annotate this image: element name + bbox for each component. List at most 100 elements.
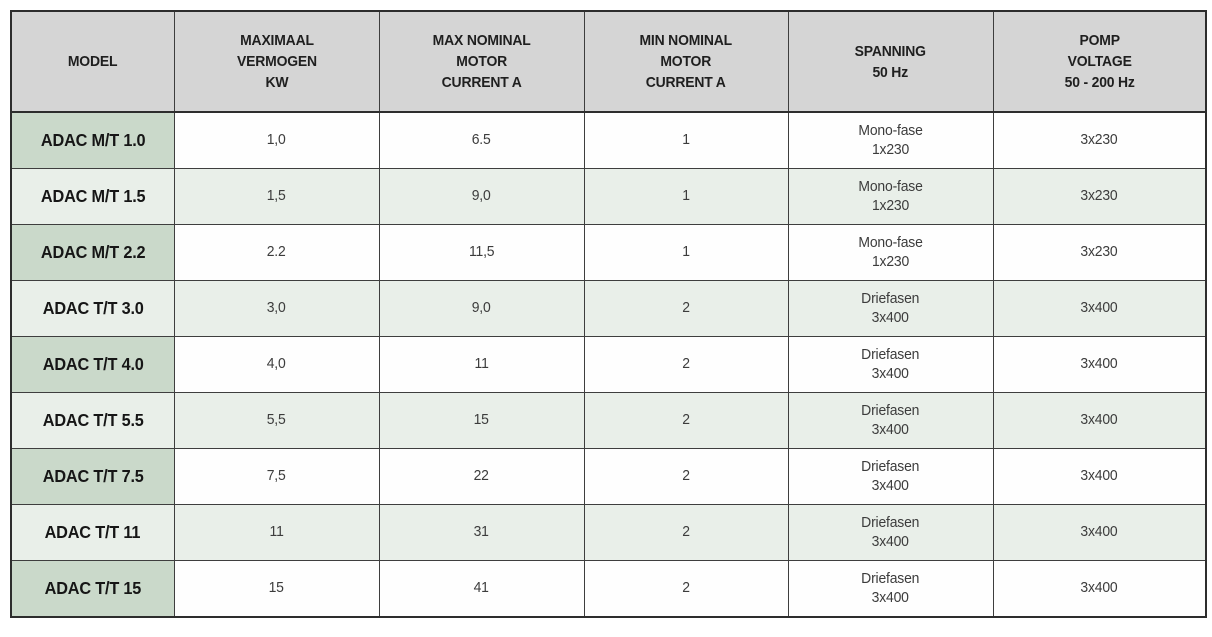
model-label: ADAC T/T 3.0 <box>42 297 144 318</box>
table-row: ADAC T/T 4.0 4,0 11 2 Driefasen 3x400 3x… <box>10 336 1207 393</box>
cell-value: 1,5 <box>267 187 286 205</box>
cell-value: 2 <box>682 579 690 597</box>
data-cell: 15 <box>173 560 380 618</box>
cell-value: 31 <box>473 523 490 541</box>
data-cell: Mono-fase 1x230 <box>787 224 994 281</box>
cell-value: 15 <box>473 411 490 429</box>
cell-value: Driefasen 3x400 <box>861 401 920 438</box>
data-cell: 3,0 <box>173 280 380 337</box>
data-cell: 15 <box>378 392 585 449</box>
table-row: ADAC T/T 5.5 5,5 15 2 Driefasen 3x400 3x… <box>10 392 1207 449</box>
data-cell: 2 <box>583 504 789 561</box>
column-header-label: POMP VOLTAGE 50 - 200 Hz <box>1064 32 1135 91</box>
header-row: MODEL MAXIMAAL VERMOGEN KW MAX NOMINAL M… <box>10 10 1207 113</box>
model-label: ADAC T/T 4.0 <box>42 353 144 374</box>
cell-value: 3x400 <box>1080 467 1118 485</box>
column-header-spanning: SPANNING 50 Hz <box>787 10 994 113</box>
cell-value: 3x230 <box>1080 187 1118 205</box>
cell-value: 2 <box>682 411 690 429</box>
table-row: ADAC M/T 2.2 2.2 11,5 1 Mono-fase 1x230 … <box>10 224 1207 281</box>
cell-value: 3,0 <box>267 299 286 317</box>
model-cell: ADAC T/T 7.5 <box>10 448 175 505</box>
cell-value: 5,5 <box>267 411 286 429</box>
model-label: ADAC M/T 1.5 <box>40 185 146 206</box>
data-cell: 3x400 <box>992 504 1207 561</box>
data-cell: Driefasen 3x400 <box>787 392 994 449</box>
data-cell: 2 <box>583 560 789 618</box>
model-label: ADAC T/T 15 <box>44 577 142 598</box>
data-cell: 22 <box>378 448 585 505</box>
data-cell: 11 <box>173 504 380 561</box>
data-cell: Mono-fase 1x230 <box>787 111 994 169</box>
data-cell: 11 <box>378 336 585 393</box>
cell-value: Mono-fase 1x230 <box>858 177 923 214</box>
column-header-label: MODEL <box>68 53 118 70</box>
cell-value: 3x230 <box>1080 131 1118 149</box>
cell-value: 2 <box>682 355 690 373</box>
column-header-model: MODEL <box>10 10 175 113</box>
model-label: ADAC T/T 7.5 <box>42 465 144 486</box>
data-cell: 3x400 <box>992 392 1207 449</box>
data-cell: 11,5 <box>378 224 585 281</box>
data-cell: 4,0 <box>173 336 380 393</box>
table-row: ADAC M/T 1.5 1,5 9,0 1 Mono-fase 1x230 3… <box>10 168 1207 225</box>
data-cell: 1 <box>583 168 789 225</box>
cell-value: 41 <box>473 579 490 597</box>
model-cell: ADAC M/T 1.5 <box>10 168 175 225</box>
cell-value: 3x400 <box>1080 299 1118 317</box>
data-cell: 7,5 <box>173 448 380 505</box>
data-cell: 2.2 <box>173 224 380 281</box>
column-header-label: MAXIMAAL VERMOGEN KW <box>236 32 317 91</box>
data-cell: 31 <box>378 504 585 561</box>
cell-value: 7,5 <box>267 467 286 485</box>
cell-value: 2 <box>682 523 690 541</box>
model-cell: ADAC T/T 11 <box>10 504 175 561</box>
cell-value: Driefasen 3x400 <box>861 569 920 606</box>
column-header-label: SPANNING 50 Hz <box>854 42 927 81</box>
data-cell: 3x230 <box>992 111 1207 169</box>
column-header-min-nominal-current: MIN NOMINAL MOTOR CURRENT A <box>583 10 789 113</box>
cell-value: 3x230 <box>1080 243 1118 261</box>
cell-value: 11 <box>474 355 489 373</box>
cell-value: 15 <box>268 579 285 597</box>
cell-value: 4,0 <box>267 355 286 373</box>
model-cell: ADAC T/T 15 <box>10 560 175 618</box>
cell-value: 1 <box>682 187 690 205</box>
cell-value: 1 <box>682 243 690 261</box>
data-cell: Mono-fase 1x230 <box>787 168 994 225</box>
cell-value: 2.2 <box>267 243 286 261</box>
column-header-label: MAX NOMINAL MOTOR CURRENT A <box>432 32 531 91</box>
cell-value: 9,0 <box>472 299 491 317</box>
data-cell: 3x400 <box>992 336 1207 393</box>
model-cell: ADAC T/T 4.0 <box>10 336 175 393</box>
pump-spec-table: MODEL MAXIMAAL VERMOGEN KW MAX NOMINAL M… <box>10 10 1207 618</box>
model-cell: ADAC M/T 1.0 <box>10 111 175 169</box>
cell-value: Driefasen 3x400 <box>861 345 920 382</box>
data-cell: 3x230 <box>992 168 1207 225</box>
data-cell: 1,5 <box>173 168 380 225</box>
model-cell: ADAC T/T 3.0 <box>10 280 175 337</box>
data-cell: 2 <box>583 280 789 337</box>
cell-value: Driefasen 3x400 <box>861 289 920 326</box>
data-cell: 9,0 <box>378 280 585 337</box>
cell-value: 2 <box>682 467 690 485</box>
spec-table-container: MODEL MAXIMAAL VERMOGEN KW MAX NOMINAL M… <box>10 10 1207 618</box>
model-cell: ADAC T/T 5.5 <box>10 392 175 449</box>
data-cell: 1 <box>583 111 789 169</box>
data-cell: 41 <box>378 560 585 618</box>
data-cell: 6.5 <box>378 111 585 169</box>
data-cell: Driefasen 3x400 <box>787 504 994 561</box>
table-row: ADAC T/T 3.0 3,0 9,0 2 Driefasen 3x400 3… <box>10 280 1207 337</box>
column-header-pomp-voltage: POMP VOLTAGE 50 - 200 Hz <box>992 10 1207 113</box>
cell-value: 3x400 <box>1080 355 1118 373</box>
data-cell: 1 <box>583 224 789 281</box>
table-row: ADAC T/T 11 11 31 2 Driefasen 3x400 3x40… <box>10 504 1207 561</box>
model-label: ADAC T/T 11 <box>44 521 141 542</box>
cell-value: 11,5 <box>468 243 495 261</box>
cell-value: 22 <box>473 467 490 485</box>
column-header-max-nominal-current: MAX NOMINAL MOTOR CURRENT A <box>378 10 585 113</box>
data-cell: 3x400 <box>992 448 1207 505</box>
data-cell: 3x400 <box>992 560 1207 618</box>
data-cell: 1,0 <box>173 111 380 169</box>
data-cell: 2 <box>583 448 789 505</box>
